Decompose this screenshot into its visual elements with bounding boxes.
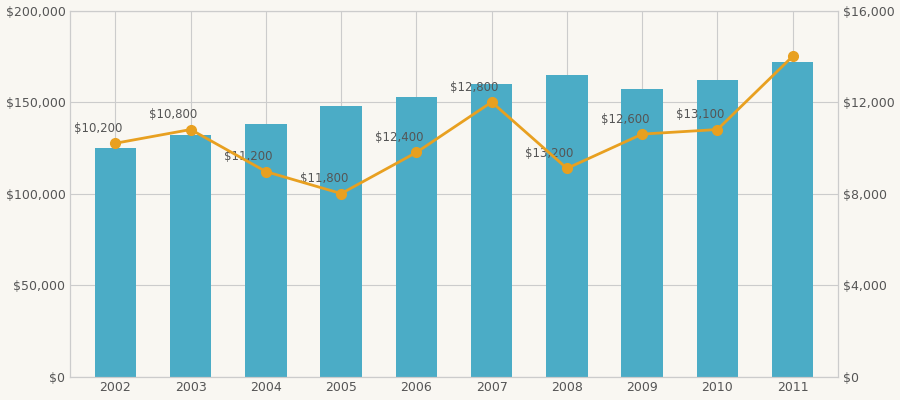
Bar [245, 124, 286, 376]
Bar [396, 96, 437, 376]
Text: $13,100: $13,100 [676, 108, 724, 122]
Bar [697, 80, 738, 376]
Bar [772, 62, 814, 376]
Text: $11,200: $11,200 [224, 150, 273, 164]
Bar [622, 89, 663, 376]
Text: $12,400: $12,400 [374, 131, 423, 144]
Text: $10,800: $10,800 [149, 108, 197, 122]
Text: $10,200: $10,200 [74, 122, 122, 135]
Bar [170, 135, 211, 376]
Bar [320, 106, 362, 376]
Text: $12,600: $12,600 [600, 113, 649, 126]
Bar [546, 75, 588, 376]
Text: $12,800: $12,800 [450, 81, 499, 94]
Text: $11,800: $11,800 [300, 172, 348, 186]
Bar [94, 148, 136, 376]
Text: $13,200: $13,200 [526, 147, 573, 160]
Bar [471, 84, 512, 376]
